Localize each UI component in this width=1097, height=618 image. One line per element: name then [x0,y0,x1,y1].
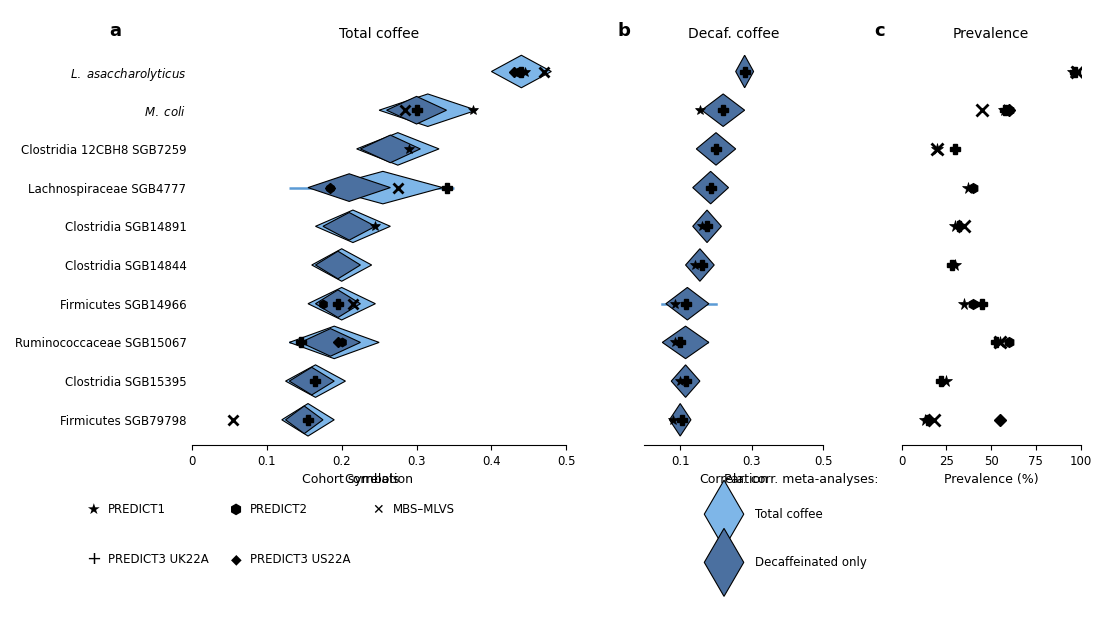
Polygon shape [308,287,375,320]
Text: c: c [874,22,885,40]
Title: Decaf. coffee: Decaf. coffee [688,27,780,41]
Polygon shape [491,55,552,88]
Text: a: a [110,22,122,40]
Text: b: b [618,22,631,40]
Text: PREDICT2: PREDICT2 [250,503,308,517]
Polygon shape [316,290,361,318]
X-axis label: Correlation: Correlation [344,473,414,486]
Polygon shape [697,133,736,165]
Polygon shape [736,55,754,88]
Polygon shape [316,210,391,242]
Polygon shape [671,365,700,397]
Polygon shape [669,404,691,436]
Polygon shape [301,329,361,356]
Polygon shape [686,249,714,281]
Polygon shape [666,287,709,320]
Text: PREDICT3 US22A: PREDICT3 US22A [250,552,351,566]
Text: ★: ★ [87,502,100,517]
Text: Cohort symbols: Cohort symbols [303,473,399,486]
Polygon shape [285,406,323,434]
Text: Total coffee: Total coffee [755,507,823,521]
Text: Decaffeinated only: Decaffeinated only [755,556,867,569]
Text: ✕: ✕ [373,503,384,517]
Text: PREDICT1: PREDICT1 [108,503,166,517]
Polygon shape [282,404,335,436]
Polygon shape [357,133,439,165]
Polygon shape [386,96,446,124]
Text: PREDICT3 UK22A: PREDICT3 UK22A [108,552,208,566]
Polygon shape [290,367,335,395]
Text: ⬢: ⬢ [229,503,242,517]
Polygon shape [312,249,372,281]
Polygon shape [692,171,728,204]
Polygon shape [323,213,375,240]
Polygon shape [361,135,420,163]
X-axis label: Correlation: Correlation [700,473,768,486]
Text: ◆: ◆ [230,552,241,566]
Title: Prevalence: Prevalence [953,27,1029,41]
Title: Total coffee: Total coffee [339,27,419,41]
Polygon shape [380,94,476,127]
Text: +: + [86,550,101,569]
Polygon shape [316,251,361,279]
Text: MBS–MLVS: MBS–MLVS [393,503,455,517]
Polygon shape [323,171,443,204]
Polygon shape [663,326,709,358]
X-axis label: Prevalence (%): Prevalence (%) [943,473,1039,486]
Polygon shape [702,94,745,127]
Polygon shape [308,174,391,201]
Polygon shape [285,365,346,397]
Polygon shape [290,326,380,358]
Text: Par. corr. meta-analyses:: Par. corr. meta-analyses: [724,473,879,486]
Polygon shape [692,210,722,242]
